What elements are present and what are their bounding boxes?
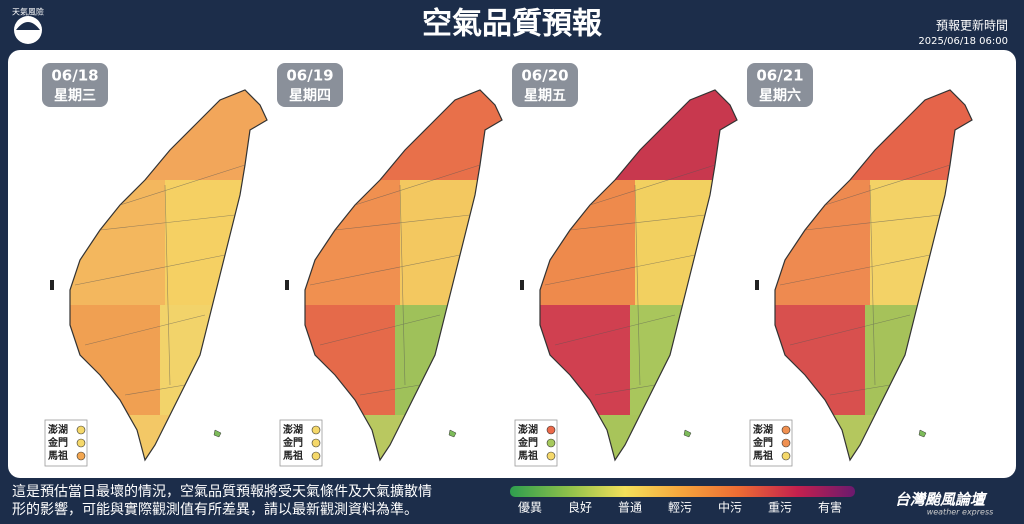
weekday: 星期四 — [289, 88, 331, 104]
date: 06/21 — [756, 67, 803, 85]
map-outline — [69, 89, 268, 462]
island-name: 馬祖 — [48, 449, 68, 462]
island-dot — [546, 451, 556, 461]
weekday: 星期五 — [524, 88, 566, 104]
weekday: 星期六 — [759, 87, 801, 104]
date-box — [277, 63, 343, 107]
legend-label: 優異 — [518, 501, 542, 515]
county-line — [309, 164, 481, 396]
legend-label: 輕污 — [668, 501, 692, 515]
legend-label: 普通 — [618, 501, 642, 515]
legend-label: 有害 — [818, 500, 842, 515]
island-name: 澎湖 — [518, 423, 538, 436]
islet — [448, 429, 457, 438]
update-time: 2025/06/18 06:00 — [918, 36, 1008, 47]
island-dot — [311, 438, 321, 448]
island-dot — [781, 451, 791, 461]
map-outline — [304, 89, 503, 462]
island-dot — [781, 438, 791, 448]
island-dot — [781, 425, 791, 435]
islet — [918, 429, 927, 438]
title: 空氣品質預報 — [422, 7, 603, 42]
weekday: 星期三 — [54, 88, 96, 104]
island-dot — [76, 438, 86, 448]
islet — [213, 429, 222, 438]
island-name: 馬祖 — [518, 449, 538, 462]
island-dot — [76, 451, 86, 461]
note-line: 形的影響，可能與實際觀測值有所差異，請以最新觀測資料為準。 — [12, 501, 418, 518]
date: 06/20 — [521, 67, 568, 85]
county-line — [779, 164, 951, 396]
brand-sub: weather express — [927, 508, 994, 517]
island-dot — [546, 438, 556, 448]
penghu-shape — [285, 280, 289, 290]
island-dot — [546, 425, 556, 435]
panel — [8, 50, 1016, 478]
island-name: 金門 — [752, 436, 773, 449]
county-line — [544, 164, 716, 396]
map-outline — [774, 89, 973, 462]
island-name: 馬祖 — [753, 449, 773, 462]
island-name: 金門 — [282, 436, 303, 449]
logo-umbrella — [16, 22, 40, 30]
map-outline — [539, 89, 738, 462]
logo-text: 天氣風險 — [12, 7, 44, 17]
islet — [683, 429, 692, 438]
legend-label: 中污 — [718, 500, 742, 515]
legend-label: 良好 — [568, 500, 592, 515]
date: 06/19 — [286, 67, 333, 85]
penghu-shape — [520, 280, 524, 290]
brand: 台灣颱風論壇 — [895, 491, 988, 509]
date: 06/18 — [51, 67, 98, 85]
penghu-shape — [50, 280, 54, 290]
date-box — [42, 63, 108, 107]
island-name: 金門 — [47, 436, 68, 449]
island-dot — [311, 451, 321, 461]
island-dot — [311, 425, 321, 435]
island-name: 金門 — [517, 436, 538, 449]
penghu-shape — [755, 280, 759, 290]
update-label: 預報更新時間 — [936, 18, 1008, 33]
legend-bar — [510, 486, 855, 497]
date-box — [512, 63, 578, 107]
note-line: 這是預估當日最壞的情況，空氣品質預報將受天氣條件及大氣擴散情 — [12, 483, 432, 500]
island-name: 馬祖 — [283, 449, 303, 462]
county-line — [74, 164, 246, 396]
date-box — [747, 63, 813, 107]
legend-label: 重污 — [768, 501, 792, 515]
island-name: 澎湖 — [753, 423, 773, 436]
island-name: 澎湖 — [48, 423, 68, 436]
island-name: 澎湖 — [283, 423, 303, 436]
island-dot — [76, 425, 86, 435]
